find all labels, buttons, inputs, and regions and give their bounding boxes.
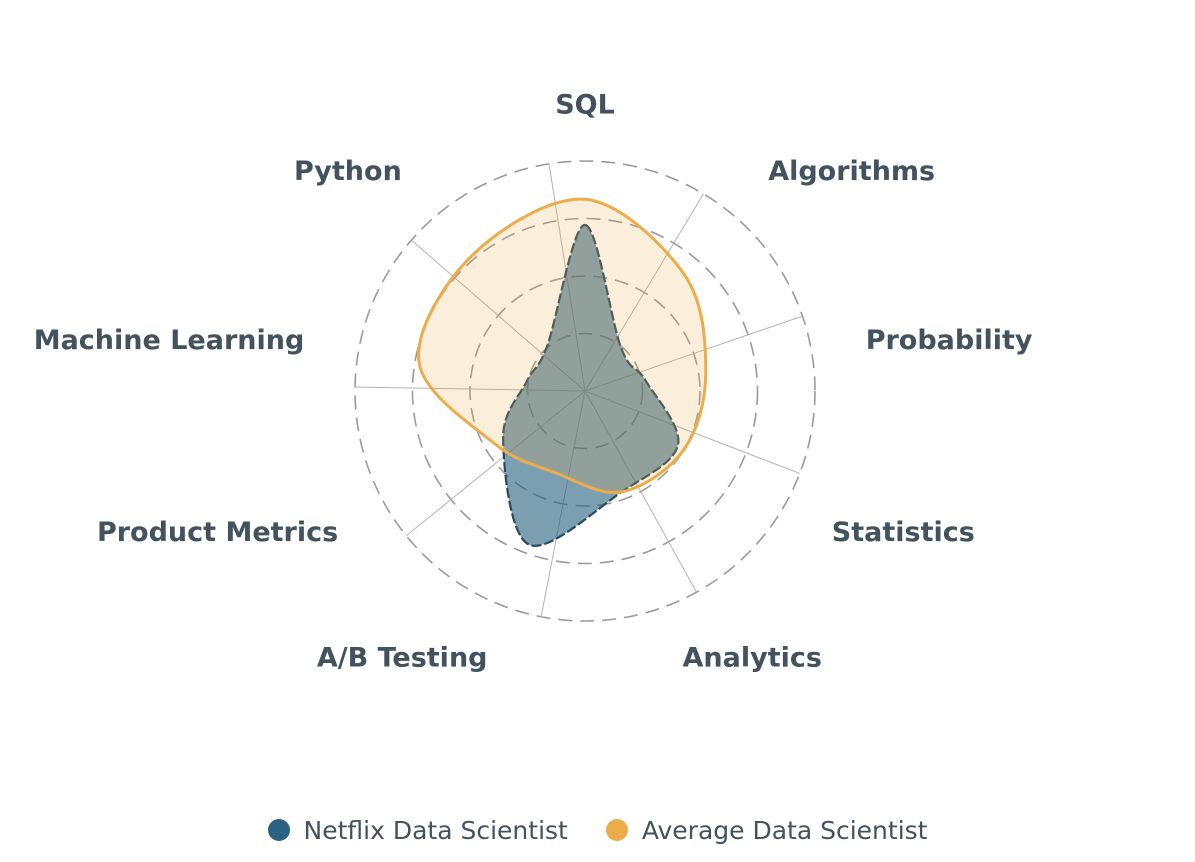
axis-label-a-b-testing: A/B Testing [317,642,488,673]
axis-label-product-metrics: Product Metrics [97,517,338,548]
axis-label-sql: SQL [555,90,615,121]
chart-legend: Netflix Data Scientist Average Data Scie… [0,808,1195,852]
axis-label-algorithms: Algorithms [768,156,935,187]
legend-label-average: Average Data Scientist [641,815,928,845]
legend-dot-average [605,819,628,841]
legend-item-netflix[interactable]: Netflix Data Scientist [267,815,568,845]
series-average-area[interactable] [417,197,708,495]
axis-label-machine-learning: Machine Learning [34,325,305,356]
axis-label-probability: Probability [866,325,1033,356]
grid-circle-4 [354,160,816,622]
axis-labels: SQL Algorithms Probability Statistics Analyt… [34,90,1033,674]
axis-label-python: Python [294,156,402,187]
legend-label-netflix: Netflix Data Scientist [303,815,568,845]
axis-label-statistics: Statistics [832,517,975,548]
axis-label-analytics: Analytics [683,642,822,673]
series-netflix-area[interactable] [501,223,680,547]
grid-circle-3 [411,217,759,565]
legend-dot-netflix [267,819,290,841]
legend-item-average[interactable]: Average Data Scientist [605,815,928,845]
radar-series [417,197,708,547]
